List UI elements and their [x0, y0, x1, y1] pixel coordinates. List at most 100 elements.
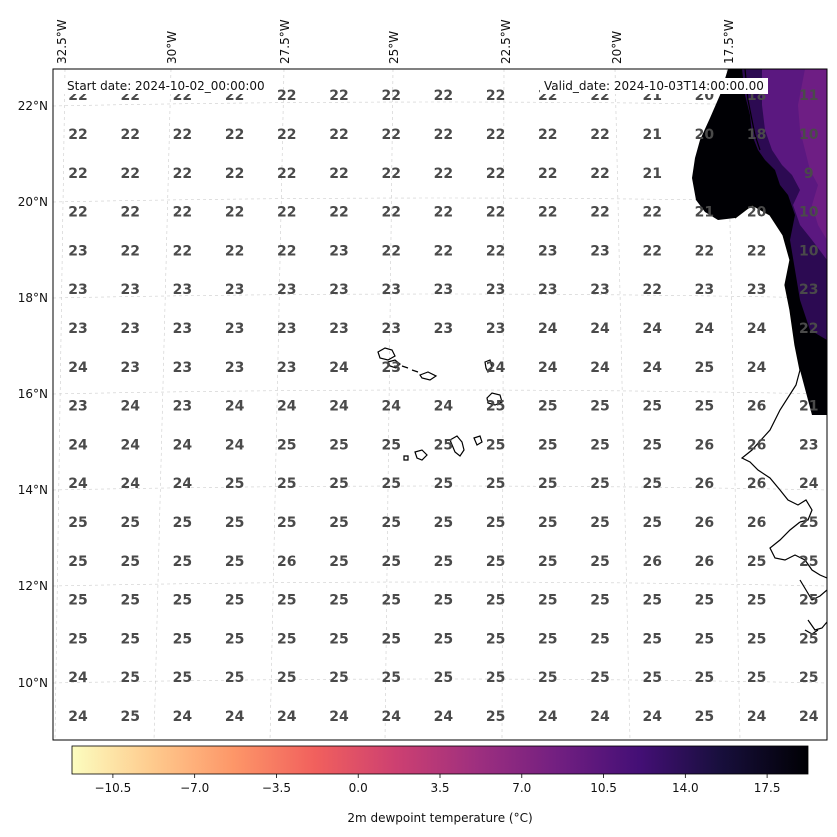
grid-value: 22	[68, 205, 87, 221]
grid-value: 24	[277, 709, 297, 725]
grid-value: 24	[173, 476, 193, 492]
grid-value: 25	[642, 515, 661, 531]
grid-value: 25	[225, 631, 244, 647]
grid-value: 25	[799, 631, 818, 647]
grid-value: 25	[434, 515, 453, 531]
grid-value: 18	[747, 127, 766, 143]
grid-value: 26	[747, 515, 766, 531]
grid-value: 25	[486, 515, 505, 531]
grid-value: 22	[590, 127, 609, 143]
grid-values-layer: 22 22 22 22 22 22 22 22 22 22 22 21 20 18 11 22 22 22 22 22…	[68, 88, 819, 725]
grid-value: 25	[538, 515, 557, 531]
grid-value: 23	[173, 321, 192, 337]
lat-label: 20°N	[18, 195, 48, 209]
grid-value: 24	[381, 399, 401, 415]
grid-value: 23	[695, 282, 714, 298]
grid-value: 22	[173, 127, 192, 143]
grid-value: 24	[173, 709, 193, 725]
grid-value: 24	[173, 437, 193, 453]
grid-value: 25	[486, 631, 505, 647]
latitude-labels: 22°N 20°N 18°N 16°N 14°N 12°N 10°N	[18, 99, 48, 690]
grid-value: 23	[381, 282, 400, 298]
grid-value: 25	[381, 631, 400, 647]
grid-value: 25	[486, 593, 505, 609]
grid-value: 24	[799, 709, 819, 725]
grid-value: 25	[799, 554, 818, 570]
grid-value: 23	[799, 282, 818, 298]
grid-value: 25	[799, 593, 818, 609]
grid-value: 25	[329, 476, 348, 492]
grid-value: 25	[225, 554, 244, 570]
grid-value: 25	[642, 670, 661, 686]
lon-label: 20°W	[610, 31, 624, 64]
grid-value: 25	[329, 554, 348, 570]
grid-value: 23	[225, 282, 244, 298]
colorbar-tick-label: 3.5	[430, 781, 449, 795]
grid-value: 23	[799, 437, 818, 453]
grid-value: 25	[329, 437, 348, 453]
grid-value: 22	[277, 88, 296, 104]
grid-value: 10	[799, 243, 819, 259]
grid-value: 22	[173, 243, 192, 259]
grid-value: 25	[538, 670, 557, 686]
grid-value: 25	[590, 593, 609, 609]
grid-value: 22	[486, 88, 505, 104]
grid-value: 22	[486, 166, 505, 182]
grid-value: 25	[799, 670, 818, 686]
grid-value: 25	[538, 437, 557, 453]
grid-value: 24	[68, 476, 88, 492]
grid-value: 22	[434, 205, 453, 221]
grid-value: 25	[173, 554, 192, 570]
colorbar-tick-label: 0.0	[349, 781, 368, 795]
start-date-label: Start date: 2024-10-02_00:00:00	[63, 78, 269, 94]
grid-value: 25	[642, 593, 661, 609]
grid-value: 24	[329, 399, 349, 415]
grid-value: 25	[538, 631, 557, 647]
grid-value: 24	[225, 709, 245, 725]
grid-value: 26	[695, 515, 714, 531]
grid-value: 23	[225, 360, 244, 376]
grid-value: 25	[590, 554, 609, 570]
grid-value: 23	[590, 282, 609, 298]
grid-value: 22	[68, 127, 87, 143]
grid-value: 25	[381, 670, 400, 686]
grid-value: 22	[120, 205, 139, 221]
grid-value: 23	[120, 321, 139, 337]
grid-value: 22	[590, 205, 609, 221]
grid-value: 22	[173, 205, 192, 221]
grid-value: 24	[225, 437, 245, 453]
grid-value: 25	[747, 593, 766, 609]
grid-value: 22	[695, 243, 714, 259]
grid-value: 25	[120, 709, 139, 725]
grid-value: 24	[68, 670, 88, 686]
grid-value: 24	[120, 437, 140, 453]
grid-value: 22	[434, 166, 453, 182]
grid-value: 22	[277, 127, 296, 143]
grid-value: 25	[590, 670, 609, 686]
grid-value: 24	[434, 399, 454, 415]
lon-label: 32.5°W	[55, 19, 69, 64]
lat-label: 18°N	[18, 291, 48, 305]
valid-date-label: Valid_date: 2024-10-03T14:00:00.00	[540, 78, 768, 94]
grid-value: 24	[486, 360, 506, 376]
grid-value: 25	[277, 515, 296, 531]
grid-value: 25	[381, 476, 400, 492]
grid-value: 24	[747, 709, 767, 725]
grid-value: 24	[434, 709, 454, 725]
grid-value: 25	[173, 515, 192, 531]
grid-value: 24	[695, 321, 715, 337]
grid-value: 24	[329, 360, 349, 376]
grid-value: 24	[225, 399, 245, 415]
grid-value: 22	[277, 166, 296, 182]
grid-value: 26	[277, 554, 296, 570]
grid-value: 25	[68, 631, 87, 647]
grid-value: 25	[642, 631, 661, 647]
grid-value: 22	[538, 127, 557, 143]
grid-value: 22	[225, 243, 244, 259]
grid-value: 22	[381, 166, 400, 182]
grid-value: 25	[120, 670, 139, 686]
grid-value: 25	[277, 437, 296, 453]
grid-value: 22	[329, 205, 348, 221]
grid-value: 25	[538, 399, 557, 415]
